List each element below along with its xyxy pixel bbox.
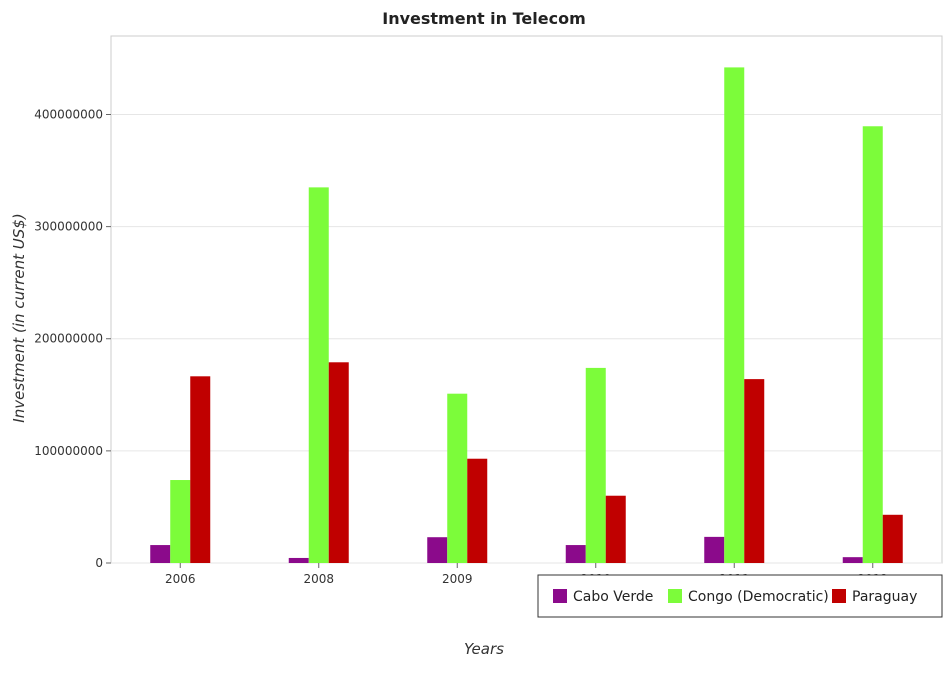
y-tick-label: 300000000 xyxy=(34,220,103,234)
bar-cabo-verde-2011 xyxy=(704,536,725,563)
bar-congo-democratic-2012 xyxy=(862,126,883,564)
legend: Cabo Verde Congo (Democratic) Paraguay xyxy=(537,574,943,618)
bar-paraguay-2011 xyxy=(744,379,765,563)
x-tick-label: 2006 xyxy=(165,572,196,586)
bar-congo-democratic-2011 xyxy=(724,67,745,563)
y-axis-title: Investment (in current US$) xyxy=(10,213,28,422)
bar-congo-democratic-2010 xyxy=(585,367,606,563)
bar-cabo-verde-2006 xyxy=(150,545,171,563)
y-tick-label: 400000000 xyxy=(34,107,103,121)
bar-paraguay-2010 xyxy=(605,495,626,563)
x-tick-label: 2008 xyxy=(303,572,334,586)
bars xyxy=(150,67,903,564)
bar-cabo-verde-2008 xyxy=(288,557,309,563)
bar-paraguay-2008 xyxy=(328,362,349,563)
legend-label: Paraguay xyxy=(852,589,917,605)
legend-swatch xyxy=(832,589,846,603)
bar-paraguay-2009 xyxy=(467,458,488,563)
x-tick-label: 2009 xyxy=(442,572,473,586)
legend-swatch xyxy=(668,589,682,603)
bar-cabo-verde-2010 xyxy=(565,545,586,563)
bar-cabo-verde-2009 xyxy=(427,537,448,563)
y-axis-ticks: 0 100000000 200000000 300000000 400000000 xyxy=(34,107,111,570)
legend-box xyxy=(537,574,943,618)
bar-congo-democratic-2006 xyxy=(170,480,191,563)
legend-swatch xyxy=(553,589,567,603)
chart-title: Investment in Telecom xyxy=(382,9,586,28)
legend-label: Congo (Democratic) xyxy=(688,589,829,605)
bar-cabo-verde-2012 xyxy=(842,557,863,563)
y-tick-label: 200000000 xyxy=(34,332,103,346)
bar-paraguay-2012 xyxy=(882,514,903,563)
y-tick-label: 0 xyxy=(95,556,103,570)
gridlines xyxy=(111,113,942,564)
bar-congo-democratic-2008 xyxy=(308,187,329,563)
bar-congo-democratic-2009 xyxy=(447,393,468,563)
y-tick-label: 100000000 xyxy=(34,444,103,458)
plot-border xyxy=(110,35,943,564)
plot-area xyxy=(110,35,943,564)
x-axis-title: Years xyxy=(464,640,504,658)
bar-paraguay-2006 xyxy=(190,376,211,563)
legend-label: Cabo Verde xyxy=(573,589,653,605)
